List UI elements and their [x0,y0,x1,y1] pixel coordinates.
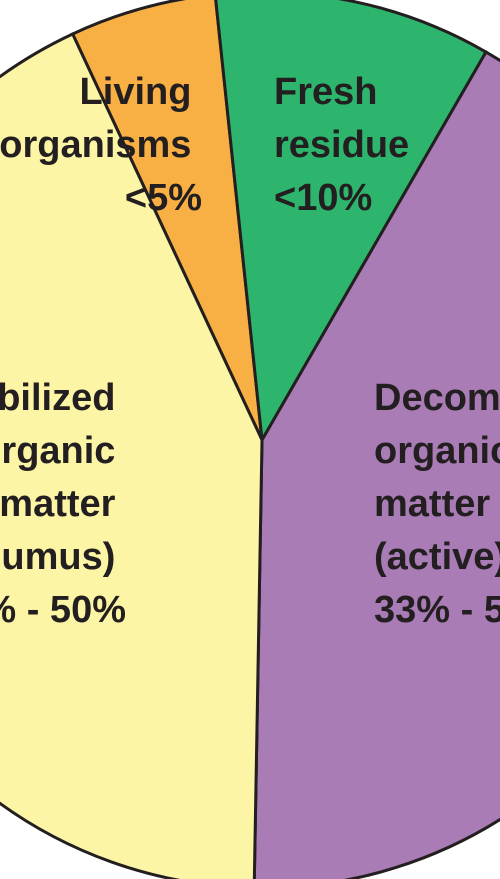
slice-label-stabilized-organic-matter: Stabilized organic matter (humus) 33% - … [0,377,126,631]
slice-living-organisms [70,0,264,441]
slice-label-fresh-residue: Fresh residue <10% [274,71,420,219]
pie-labels: Living organisms <5% Fresh residue <10% … [0,71,500,631]
slice-stabilized-organic-matter [0,31,264,879]
slice-decomposing-organic-matter [252,49,500,879]
slice-label-living-organisms: Living organisms <5% [0,71,202,219]
slice-fresh-residue [214,0,489,445]
slice-label-decomposing-organic-matter: Decomposing organic matter (active) 33% … [374,377,500,631]
